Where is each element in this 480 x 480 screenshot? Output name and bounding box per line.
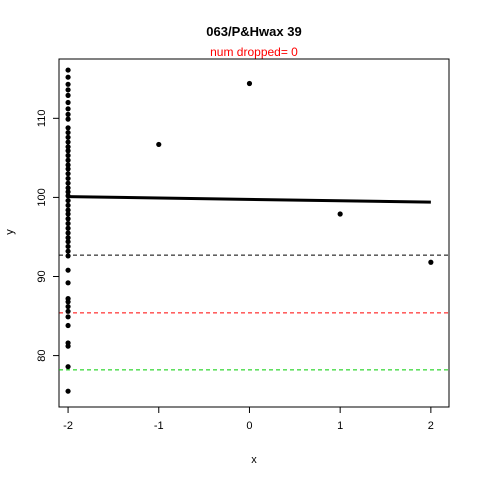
- data-point-6: [65, 99, 71, 106]
- data-point-35: [65, 239, 71, 245]
- data-point-31: [65, 220, 71, 227]
- data-point-44: [65, 308, 71, 314]
- y-axis: 80 90 100 110: [36, 110, 60, 362]
- data-point-42: [65, 299, 71, 305]
- reference-lines: [59, 254, 449, 371]
- data-point-22: [65, 180, 71, 186]
- data-point-11: [65, 129, 71, 136]
- data-point-40: [65, 280, 71, 286]
- x-axis: -2 -1 0 1 2: [63, 406, 434, 432]
- data-point-14: [65, 144, 71, 150]
- data-point-10: [65, 125, 71, 131]
- data-point-53: [337, 211, 343, 217]
- data-point-21: [65, 175, 71, 182]
- x-tick-label--2: -2: [63, 420, 73, 432]
- x-tick-label-2: 2: [428, 420, 434, 432]
- data-points: [65, 67, 434, 394]
- data-point-52: [246, 80, 253, 87]
- data-point-43: [65, 303, 71, 310]
- data-point-39: [65, 267, 71, 273]
- data-point-28: [65, 207, 71, 213]
- data-point-18: [65, 162, 71, 168]
- data-point-4: [65, 87, 71, 93]
- data-point-2: [65, 74, 71, 80]
- data-point-29: [65, 211, 71, 217]
- data-point-19: [65, 166, 71, 172]
- data-point-46: [65, 322, 71, 329]
- fit-line: [68, 195, 431, 204]
- data-point-27: [65, 202, 71, 208]
- data-point-16: [65, 152, 71, 159]
- data-point-45: [65, 314, 71, 320]
- data-point-54: [428, 259, 434, 265]
- data-point-30: [65, 216, 71, 222]
- x-tick-label-0: 0: [246, 420, 252, 432]
- data-point-51: [156, 141, 162, 148]
- chart-subtitle: num dropped= 0: [210, 45, 298, 59]
- data-point-50: [65, 388, 71, 394]
- data-point-17: [65, 157, 71, 163]
- data-point-13: [65, 139, 71, 145]
- x-axis-label: x: [251, 454, 257, 466]
- data-point-3: [65, 81, 71, 87]
- data-point-24: [65, 189, 71, 195]
- data-point-49: [65, 364, 71, 370]
- plot-frame: [58, 58, 450, 408]
- data-point-48: [65, 343, 71, 349]
- data-point-7: [65, 106, 71, 112]
- y-tick-label-80: 80: [36, 349, 48, 361]
- data-point-23: [65, 185, 71, 191]
- data-point-34: [65, 235, 71, 241]
- data-point-32: [65, 225, 71, 231]
- data-point-9: [65, 116, 71, 122]
- y-tick-label-90: 90: [36, 270, 48, 282]
- data-point-15: [65, 148, 71, 154]
- y-axis-label: y: [4, 229, 16, 235]
- x-tick-label--1: -1: [154, 420, 164, 432]
- data-point-38: [65, 253, 71, 259]
- data-point-36: [65, 243, 71, 250]
- data-point-8: [65, 111, 71, 117]
- data-point-25: [65, 193, 71, 199]
- x-tick-label-1: 1: [337, 420, 343, 432]
- data-point-37: [65, 248, 71, 254]
- chart-title: 063/P&Hwax 39: [206, 24, 301, 39]
- data-point-26: [65, 197, 71, 204]
- data-point-12: [65, 134, 71, 140]
- y-tick-label-100: 100: [36, 188, 48, 206]
- data-point-20: [65, 171, 71, 177]
- y-tick-label-110: 110: [36, 110, 48, 128]
- fit-line-group: [68, 195, 431, 204]
- data-point-1: [65, 67, 71, 73]
- data-point-5: [65, 92, 71, 98]
- data-point-33: [65, 230, 71, 236]
